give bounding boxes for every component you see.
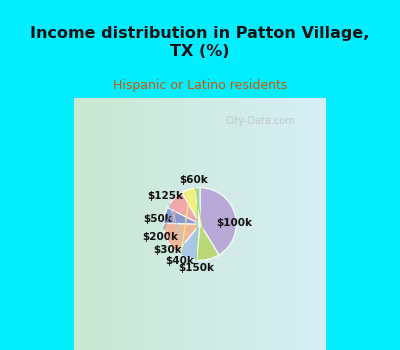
Text: $150k: $150k <box>178 192 214 273</box>
Text: Hispanic or Latino residents: Hispanic or Latino residents <box>113 79 287 92</box>
Wedge shape <box>196 224 219 260</box>
Text: $200k: $200k <box>143 216 179 242</box>
Wedge shape <box>182 188 200 224</box>
Wedge shape <box>164 208 200 224</box>
Text: $50k: $50k <box>143 214 172 238</box>
Text: $60k: $60k <box>180 175 208 255</box>
Text: $30k: $30k <box>153 202 182 255</box>
Wedge shape <box>177 224 200 260</box>
Wedge shape <box>168 193 200 224</box>
Text: $100k: $100k <box>216 215 252 228</box>
Text: Income distribution in Patton Village,
TX (%): Income distribution in Patton Village, T… <box>30 26 370 59</box>
Text: $40k: $40k <box>166 194 194 266</box>
Text: City-Data.com: City-Data.com <box>226 116 295 126</box>
Wedge shape <box>164 223 200 252</box>
Wedge shape <box>195 188 200 224</box>
Text: $125k: $125k <box>148 191 188 253</box>
Wedge shape <box>200 188 236 255</box>
